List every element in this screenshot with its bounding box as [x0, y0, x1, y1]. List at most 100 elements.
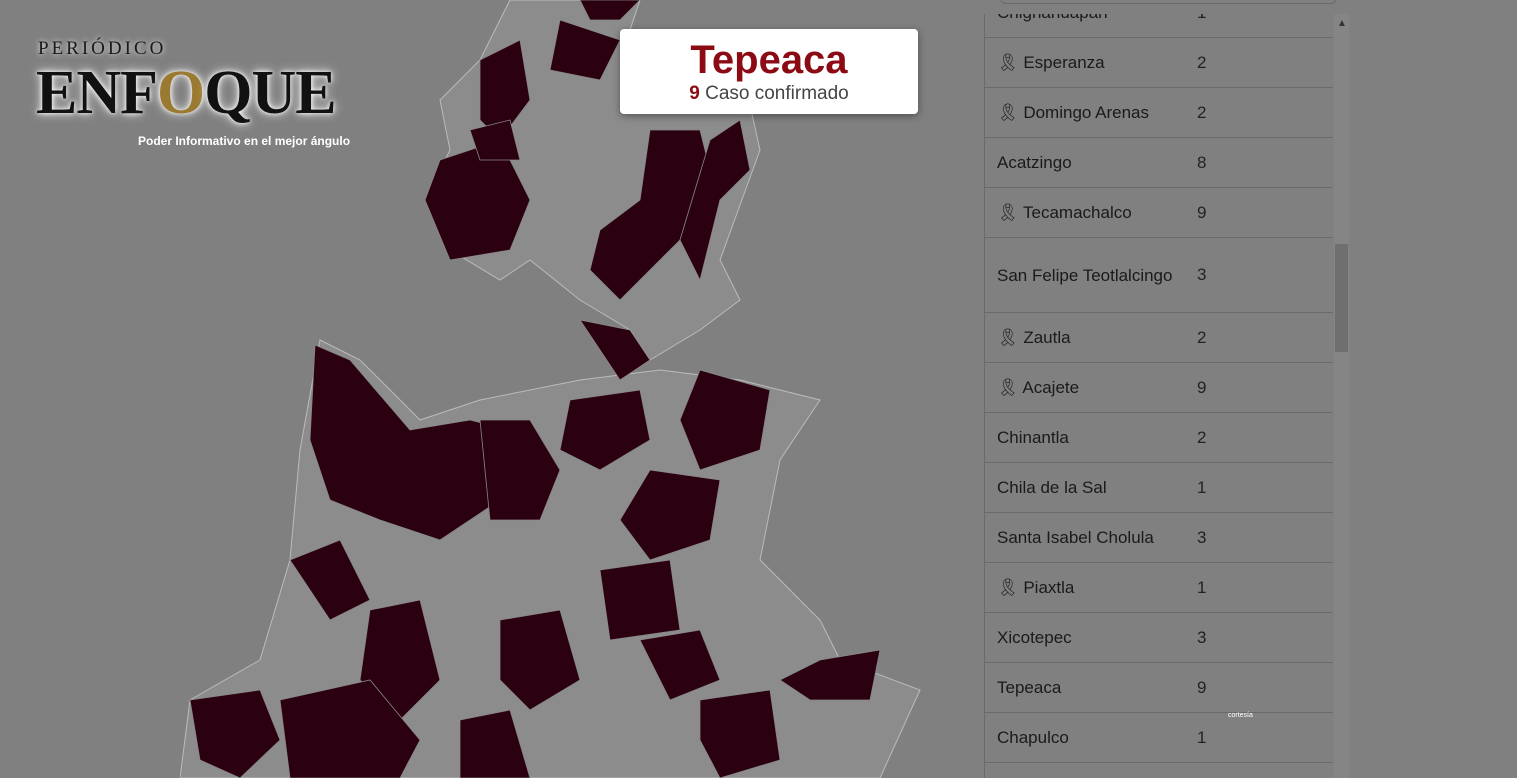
search-box[interactable] — [1000, 0, 1337, 4]
table-row[interactable]: Tepeaca 9 — [985, 663, 1333, 713]
table-row[interactable]: Xicotepec 3 — [985, 613, 1333, 663]
scroll-up-icon[interactable]: ▲ — [1337, 18, 1347, 29]
map-region-affected[interactable] — [619, 469, 721, 561]
case-count: 2 — [1197, 427, 1207, 447]
table-row[interactable]: Chinantla 2 — [985, 413, 1333, 463]
case-count: 9 — [1197, 677, 1207, 697]
mourning-ribbon-icon: 🎗︎ — [997, 203, 1019, 222]
municipality-label: Chila de la Sal — [997, 478, 1107, 497]
municipality-name: Tepeaca — [985, 675, 1197, 700]
municipality-name: 🎗︎ Tecamachalco — [985, 200, 1197, 225]
scrollbar-thumb[interactable] — [1335, 244, 1348, 352]
case-count: 9 — [1197, 377, 1207, 397]
map-region-affected[interactable] — [559, 389, 651, 471]
municipality-name: Santa Isabel Cholula — [985, 525, 1197, 550]
tooltip-label: Caso confirmado — [705, 83, 849, 104]
municipality-label: Piaxtla — [1023, 578, 1075, 597]
municipality-label: Chapulco — [997, 728, 1069, 747]
table-row[interactable]: 🎗︎ Tecamachalco 9 — [985, 188, 1333, 238]
map-region-affected[interactable] — [579, 0, 641, 21]
map-region-affected[interactable] — [479, 419, 561, 521]
map-tooltip: Tepeaca 9 Caso confirmado — [620, 29, 918, 114]
tooltip-count: 9 — [689, 83, 700, 104]
table-row[interactable]: 🎗︎ Zautla 2 — [985, 313, 1333, 363]
case-count: 3 — [1197, 265, 1207, 284]
table-row[interactable]: Chila de la Sal 1 — [985, 463, 1333, 513]
map-region-affected[interactable] — [679, 369, 771, 471]
case-count: 3 — [1197, 527, 1207, 547]
table-row[interactable]: Chignahuapan 1 — [985, 14, 1333, 38]
mourning-ribbon-icon: 🎗︎ — [997, 578, 1019, 597]
map-region-affected[interactable] — [779, 649, 881, 701]
table-row[interactable]: 🎗︎ Piaxtla 1 — [985, 563, 1333, 613]
municipality-label: Esperanza — [1023, 53, 1105, 72]
tooltip-cases: 9 Caso confirmado — [620, 83, 918, 105]
case-count: 3 — [1197, 627, 1207, 647]
municipality-label: Tecamachalco — [1023, 203, 1132, 222]
municipality-name: Chignahuapan — [985, 14, 1197, 25]
mourning-ribbon-icon: 🎗︎ — [997, 378, 1019, 397]
case-count: 2 — [1197, 102, 1207, 122]
municipality-label: San Felipe Teotlalcingo — [997, 265, 1173, 285]
municipality-label: Xicotepec — [997, 628, 1072, 647]
case-count: 1 — [1197, 727, 1207, 747]
municipality-label: Zautla — [1023, 328, 1071, 347]
municipality-label: Chinantla — [997, 428, 1069, 447]
municipality-label: Chignahuapan — [997, 14, 1108, 22]
municipality-name: Chila de la Sal — [985, 475, 1197, 500]
case-count: 1 — [1197, 577, 1207, 597]
tooltip-municipality: Tepeaca — [690, 38, 848, 82]
logo-tagline: Poder Informativo en el mejor ángulo — [138, 134, 351, 148]
municipality-name: San Felipe Teotlalcingo — [985, 263, 1197, 288]
periodico-enfoque-logo: PERIÓDICO ENFOQUE Poder Informativo en e… — [30, 36, 360, 156]
mourning-ribbon-icon: 🎗︎ — [997, 53, 1019, 72]
map-region-affected[interactable] — [469, 119, 521, 161]
map-region-affected[interactable] — [549, 19, 621, 81]
courtesy-label: cortesía — [1228, 712, 1253, 719]
municipality-name: 🎗︎ Domingo Arenas — [985, 100, 1197, 125]
municipality-label: Santa Isabel Cholula — [997, 528, 1154, 547]
table-row[interactable]: Chapulco 1 — [985, 713, 1333, 763]
municipality-name: 🎗︎ Zautla — [985, 325, 1197, 350]
map-region-affected[interactable] — [279, 679, 421, 778]
table-row[interactable]: 🎗︎ Domingo Arenas 2 — [985, 88, 1333, 138]
table-row[interactable]: Acatzingo 8 — [985, 138, 1333, 188]
municipality-label: Tepeaca — [997, 678, 1062, 697]
municipality-label: Domingo Arenas — [1023, 103, 1150, 122]
municipality-name: Acatzingo — [985, 150, 1197, 175]
municipality-name: 🎗︎ Acajete — [985, 375, 1197, 400]
table-row[interactable]: 🎗︎ Acajete 9 — [985, 363, 1333, 413]
map-region-affected[interactable] — [599, 559, 681, 641]
logo-main-text: ENFOQUE — [36, 59, 337, 127]
map-region-affected[interactable] — [189, 689, 281, 778]
municipality-name: Xicotepec — [985, 625, 1197, 650]
map-region-affected[interactable] — [499, 609, 581, 711]
map-region-affected[interactable] — [589, 129, 711, 301]
table-row[interactable]: 🎗︎ Esperanza 2 — [985, 38, 1333, 88]
table-scrollbar[interactable]: ▲ — [1334, 14, 1349, 778]
case-count: 2 — [1197, 327, 1207, 347]
mourning-ribbon-icon: 🎗︎ — [997, 328, 1019, 347]
case-count: 8 — [1197, 152, 1207, 172]
map-region-affected[interactable] — [459, 709, 531, 778]
municipality-name: 🎗︎ Esperanza — [985, 50, 1197, 75]
map-region-affected[interactable] — [699, 689, 781, 778]
case-count: 9 — [1197, 202, 1207, 222]
mourning-ribbon-icon: 🎗︎ — [997, 103, 1019, 122]
map-region-affected[interactable] — [359, 599, 441, 721]
table-row[interactable]: San Felipe Teotlalcingo 3 — [985, 238, 1333, 313]
map-region-affected[interactable] — [679, 119, 751, 282]
map-region-affected[interactable] — [479, 39, 531, 141]
municipality-name: Chinantla — [985, 425, 1197, 450]
municipality-name: 🎗︎ Piaxtla — [985, 575, 1197, 600]
case-count: 2 — [1197, 52, 1207, 72]
table-row[interactable]: Santa Isabel Cholula 3 — [985, 513, 1333, 563]
puebla-municipalities-map[interactable] — [180, 0, 940, 778]
municipality-label: Acatzingo — [997, 153, 1072, 172]
map-region-affected[interactable] — [289, 539, 371, 621]
map-region-affected[interactable] — [639, 629, 721, 701]
logo-top-text: PERIÓDICO — [38, 38, 167, 59]
map-region-affected[interactable] — [579, 319, 651, 381]
case-count: 1 — [1197, 14, 1206, 23]
